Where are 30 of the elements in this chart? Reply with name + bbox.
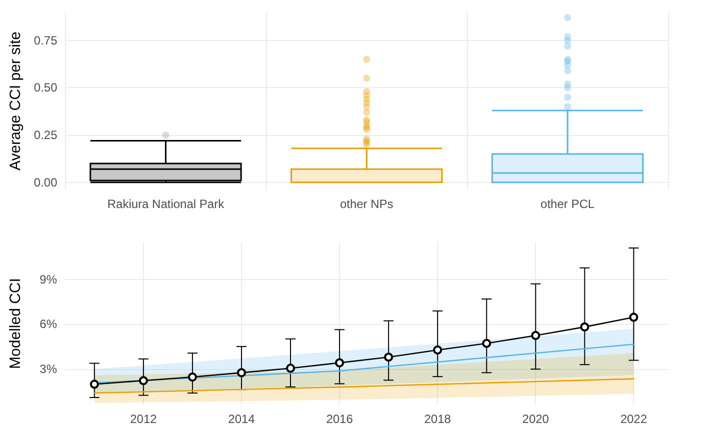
- point: [433, 345, 442, 354]
- y-tick-label: 0.75: [34, 33, 58, 48]
- point: [531, 330, 540, 340]
- point: [90, 380, 99, 389]
- x-tick-label: 2018: [424, 412, 452, 426]
- x-tick-label: 2022: [620, 412, 648, 426]
- point: [482, 338, 492, 348]
- x-tick-label: Rakiura National Park: [107, 197, 226, 211]
- x-tick-label: 2014: [228, 412, 256, 426]
- x-tick-label: other PCL: [540, 197, 595, 211]
- x-tick-label: other NPs: [340, 197, 394, 211]
- y-tick-label: 0.50: [34, 80, 58, 95]
- x-tick-label: 2012: [130, 412, 158, 426]
- point: [286, 364, 296, 373]
- point: [138, 376, 148, 386]
- y-axis-title: Modelled CCI: [7, 278, 24, 369]
- x-tick-label: 2016: [326, 412, 354, 426]
- point: [236, 368, 246, 378]
- y-tick-label: 0.25: [34, 128, 58, 142]
- point: [188, 372, 197, 382]
- x-tick-label: 2020: [522, 412, 550, 426]
- y-axis-title: Average CCI per site: [7, 32, 24, 170]
- point: [384, 352, 394, 362]
- point: [629, 312, 638, 322]
- y-tick-label: 9%: [40, 272, 58, 286]
- y-tick-label: 6%: [40, 317, 58, 332]
- point: [580, 322, 590, 332]
- y-tick-label: 3%: [40, 362, 58, 376]
- point: [335, 358, 344, 368]
- y-tick-label: 0.00: [34, 175, 58, 190]
